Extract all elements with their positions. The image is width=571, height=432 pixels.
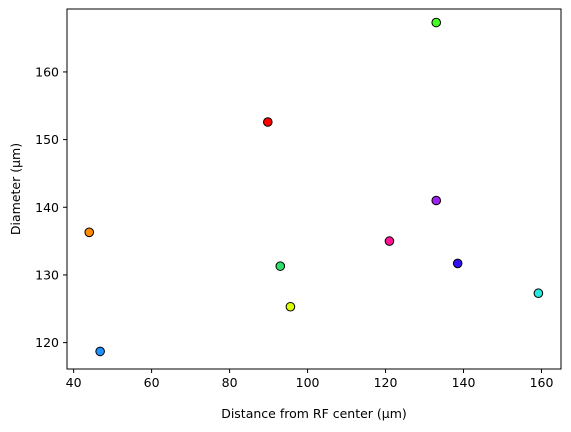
data-point bbox=[431, 195, 442, 206]
x-tick-label: 60 bbox=[144, 375, 160, 390]
y-tick-label: 120 bbox=[35, 335, 59, 350]
x-tick-label: 40 bbox=[66, 375, 82, 390]
data-point bbox=[84, 227, 95, 238]
data-point bbox=[431, 17, 442, 28]
x-tick-label: 100 bbox=[296, 375, 320, 390]
x-tick-label: 80 bbox=[222, 375, 238, 390]
data-point bbox=[384, 236, 395, 246]
y-tick-label: 150 bbox=[35, 132, 59, 147]
y-tick-label: 160 bbox=[35, 64, 59, 79]
data-point bbox=[452, 258, 463, 269]
plot-area bbox=[84, 17, 544, 357]
y-axis-label: Diameter (µm) bbox=[8, 143, 23, 235]
y-tick-label: 140 bbox=[35, 200, 59, 215]
x-tick-label: 160 bbox=[530, 375, 554, 390]
x-tick-label: 120 bbox=[374, 375, 398, 390]
y-axis-ticks: 120 130 140 150 160 bbox=[35, 64, 67, 350]
data-point bbox=[262, 117, 273, 127]
data-point bbox=[275, 261, 286, 271]
x-axis-label: Distance from RF center (µm) bbox=[221, 406, 407, 421]
data-point bbox=[95, 346, 105, 357]
axes-frame bbox=[66, 8, 562, 370]
x-axis-ticks: 40 60 80 100 120 140 160 bbox=[66, 369, 554, 390]
y-tick-label: 130 bbox=[35, 267, 59, 282]
data-point bbox=[285, 301, 296, 312]
data-point bbox=[533, 288, 544, 299]
x-tick-label: 140 bbox=[452, 375, 476, 390]
